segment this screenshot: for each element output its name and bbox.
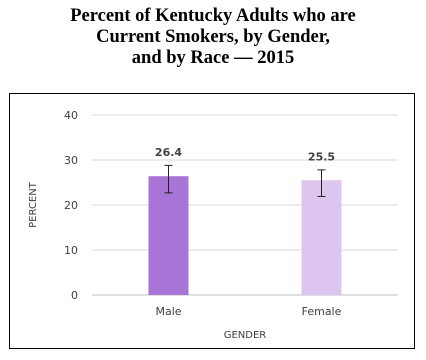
y-axis-label: PERCENT bbox=[28, 181, 39, 228]
error-bars bbox=[164, 164, 326, 197]
error-bar-male bbox=[164, 164, 173, 194]
y-tick-label: 40 bbox=[64, 109, 78, 122]
x-axis-label: GENDER bbox=[224, 330, 267, 341]
bar-male bbox=[148, 176, 189, 295]
category-labels: Male Female bbox=[155, 305, 341, 318]
error-bar-female bbox=[317, 169, 326, 197]
chart-title-line-2: Current Smokers, by Gender, bbox=[96, 27, 330, 47]
data-labels: 26.4 25.5 bbox=[155, 146, 335, 163]
chart-frame: 0 10 20 30 40 26.4 25.5 Male Female GENDER PER… bbox=[9, 93, 415, 349]
data-label-female: 25.5 bbox=[308, 150, 335, 163]
chart-title-line-3: and by Race — 2015 bbox=[131, 48, 295, 68]
bar-female bbox=[301, 180, 342, 295]
y-tick-label: 20 bbox=[64, 199, 78, 212]
data-label-male: 26.4 bbox=[155, 146, 182, 159]
y-tick-label: 0 bbox=[71, 289, 78, 302]
bar-chart: 0 10 20 30 40 26.4 25.5 Male Female GENDER PER… bbox=[28, 109, 398, 341]
y-tick-label: 10 bbox=[64, 244, 78, 257]
y-tick-label: 30 bbox=[64, 154, 78, 167]
gridlines bbox=[92, 114, 398, 296]
category-label-male: Male bbox=[155, 305, 181, 318]
bars bbox=[148, 176, 342, 295]
chart-title-line-1: Percent of Kentucky Adults who are bbox=[70, 6, 356, 26]
chart-title: Percent of Kentucky Adults who are Curre… bbox=[0, 6, 426, 69]
category-label-female: Female bbox=[302, 305, 342, 318]
y-tick-labels: 0 10 20 30 40 bbox=[64, 109, 78, 302]
